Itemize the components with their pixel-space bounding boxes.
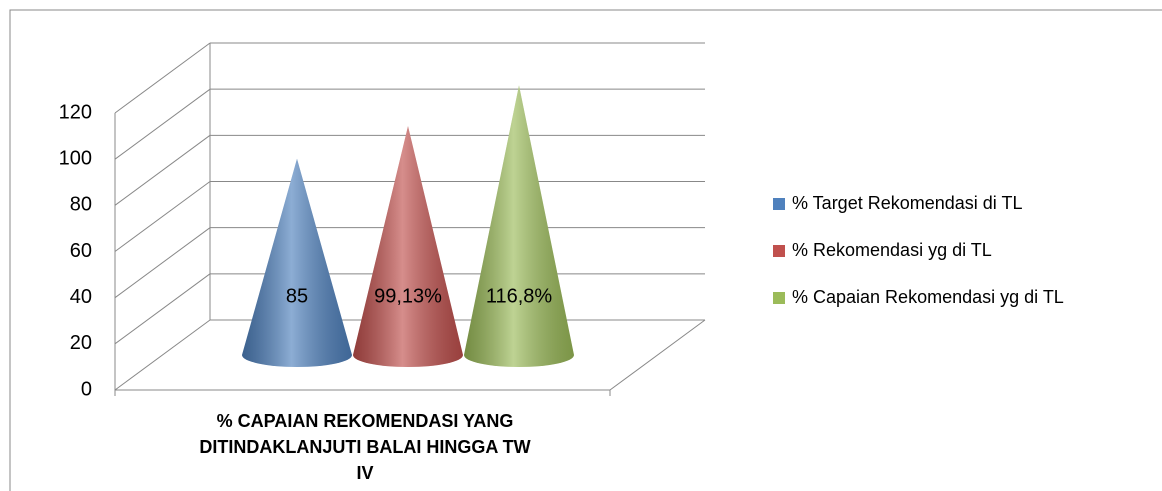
grid-line	[114, 181, 211, 252]
y-tick-label: 120	[59, 101, 92, 123]
y-tick-label: 100	[59, 147, 92, 169]
y-tick-label: 80	[70, 194, 92, 216]
cone-shading	[353, 126, 463, 367]
grid-line	[114, 88, 211, 160]
y-tick-label: 40	[70, 286, 92, 308]
cone-shading	[464, 85, 574, 368]
legend-label: % Rekomendasi yg di TL	[792, 240, 992, 260]
category-label: % CAPAIAN REKOMENDASI YANG DITINDAKLANJU…	[199, 411, 531, 483]
legend-label: % Target Rekomendasi di TL	[792, 193, 1022, 213]
y-tick-label: 20	[70, 332, 92, 354]
grid-line	[114, 319, 211, 391]
grid-line	[114, 227, 211, 299]
legend-label: % Capaian Rekomendasi yg di TL	[792, 287, 1064, 307]
legend-marker	[773, 292, 785, 304]
chart-border	[9, 9, 1162, 491]
data-label: 99,13%	[374, 285, 442, 307]
grid-line	[114, 134, 211, 206]
floor-edge	[609, 319, 706, 391]
y-tick-label: 0	[81, 378, 92, 400]
legend-marker	[773, 198, 785, 210]
grid-line	[114, 42, 211, 114]
y-tick-label: 60	[70, 240, 92, 262]
data-label: 85	[286, 285, 308, 307]
cone-shading	[242, 158, 352, 367]
data-label: 116,8%	[486, 285, 553, 307]
legend-marker	[773, 245, 785, 257]
grid-line	[114, 273, 211, 345]
